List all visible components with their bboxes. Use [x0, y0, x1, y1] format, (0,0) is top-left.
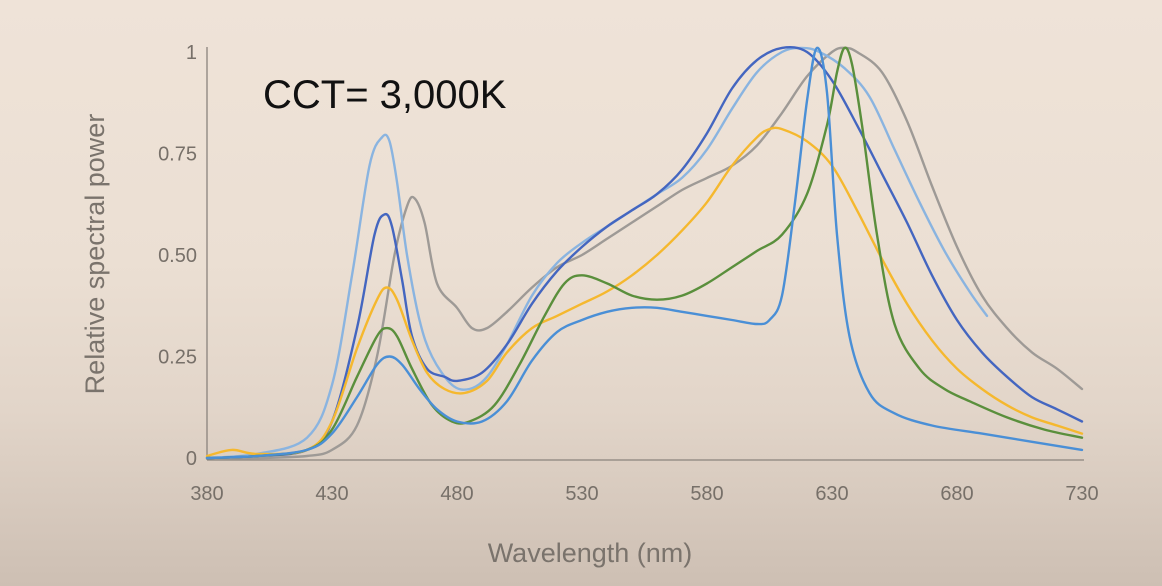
- y-tick-label: 0.75: [158, 144, 197, 166]
- x-tick-labels: 380 430 480 530 580 630 680 730: [190, 483, 1098, 505]
- y-tick-labels: 0 0.25 0.50 0.75 1: [158, 42, 197, 470]
- x-tick-label: 380: [190, 483, 223, 505]
- y-axis-label: Relative spectral power: [80, 114, 110, 395]
- x-tick-label: 480: [440, 483, 473, 505]
- series-line-5: [205, 46, 1084, 460]
- series-line-2: [205, 46, 989, 460]
- x-tick-label: 530: [565, 483, 598, 505]
- series-line-4: [205, 126, 1084, 458]
- x-axis-label: Wavelength (nm): [488, 538, 693, 568]
- y-tick-label: 0.50: [158, 245, 197, 267]
- y-tick-label: 0.25: [158, 347, 197, 369]
- y-tick-label: 0: [186, 448, 197, 470]
- series-lines: [205, 46, 1084, 460]
- x-tick-label: 730: [1065, 483, 1098, 505]
- chart-title: CCT= 3,000K: [263, 73, 507, 117]
- x-tick-label: 580: [690, 483, 723, 505]
- x-tick-label: 430: [315, 483, 348, 505]
- series-line-3: [205, 46, 1084, 460]
- series-line-1: [205, 46, 1084, 460]
- x-tick-label: 680: [940, 483, 973, 505]
- y-tick-label: 1: [186, 42, 197, 64]
- x-tick-label: 630: [815, 483, 848, 505]
- series-line-6: [205, 46, 1084, 460]
